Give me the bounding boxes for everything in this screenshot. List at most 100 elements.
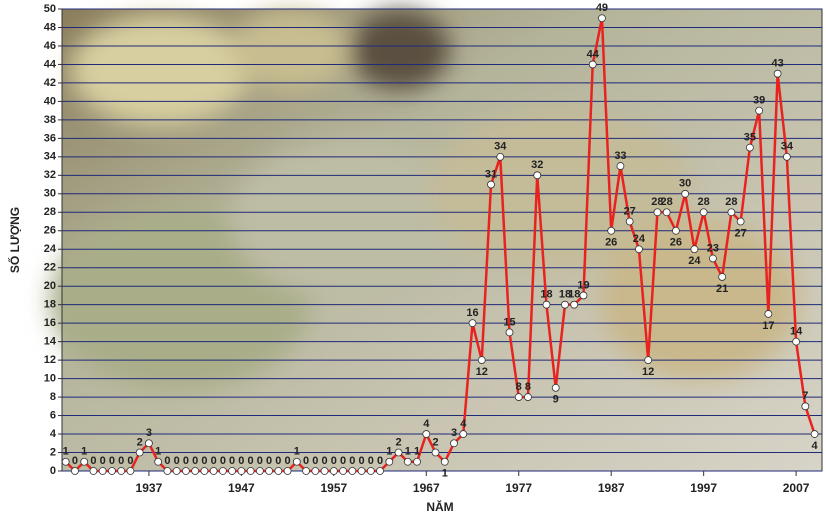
data-label: 33	[614, 150, 626, 162]
data-point	[543, 301, 550, 308]
data-label: 17	[762, 320, 774, 332]
y-tick-label: 28	[44, 206, 56, 218]
data-label: 3	[146, 427, 152, 439]
data-label: 39	[753, 95, 765, 107]
data-label: 16	[466, 307, 478, 319]
y-tick-label: 26	[44, 225, 56, 237]
y-tick-label: 40	[44, 95, 56, 107]
data-point	[645, 357, 652, 364]
data-point	[524, 394, 531, 401]
data-point	[635, 246, 642, 253]
data-label: 1	[386, 446, 392, 458]
x-tick-label: 1987	[598, 481, 625, 495]
data-label: 27	[624, 205, 636, 217]
data-label: 0	[358, 455, 364, 467]
data-label: 28	[661, 196, 673, 208]
data-point	[728, 209, 735, 216]
data-label: 4	[812, 440, 819, 452]
data-point	[515, 394, 522, 401]
data-point	[210, 468, 217, 475]
data-point	[488, 181, 495, 188]
data-point	[451, 440, 458, 447]
data-label: 4	[423, 418, 430, 430]
data-label: 0	[312, 455, 318, 467]
y-tick-label: 42	[44, 77, 56, 89]
data-point	[432, 449, 439, 456]
data-label: 49	[596, 2, 608, 14]
data-point	[534, 172, 541, 179]
data-label: 35	[744, 132, 756, 144]
data-label: 0	[340, 455, 346, 467]
data-point	[765, 310, 772, 317]
data-point	[155, 458, 162, 465]
data-point	[756, 107, 763, 114]
data-label: 0	[229, 455, 235, 467]
y-tick-label: 12	[44, 354, 56, 366]
data-label: 0	[368, 455, 374, 467]
data-point	[737, 218, 744, 225]
data-label: 0	[90, 455, 96, 467]
x-tick-label: 1937	[136, 481, 163, 495]
data-point	[108, 468, 115, 475]
data-point	[598, 15, 605, 22]
data-point	[118, 468, 125, 475]
data-point	[580, 292, 587, 299]
data-label: 21	[716, 283, 728, 295]
y-tick-label: 50	[44, 3, 56, 15]
y-tick-label: 38	[44, 114, 56, 126]
data-label: 2	[432, 436, 438, 448]
data-point	[293, 458, 300, 465]
y-tick-label: 0	[50, 465, 56, 477]
y-tick-label: 2	[50, 446, 56, 458]
chart: NĂM SỐ LƯỢNG 024681012141618202224262830…	[0, 0, 826, 519]
y-tick-label: 36	[44, 132, 56, 144]
data-point	[81, 458, 88, 465]
data-label: 1	[442, 468, 448, 480]
data-label: 0	[220, 455, 226, 467]
y-tick-label: 34	[44, 151, 57, 163]
y-tick-label: 18	[44, 299, 56, 311]
data-point	[238, 468, 245, 475]
data-point	[719, 273, 726, 280]
data-label: 30	[679, 178, 691, 190]
data-label: 28	[698, 196, 710, 208]
data-label: 0	[100, 455, 106, 467]
data-point	[173, 468, 180, 475]
data-label: 0	[183, 455, 189, 467]
data-point	[414, 458, 421, 465]
data-point	[682, 190, 689, 197]
data-point	[229, 468, 236, 475]
data-point	[367, 468, 374, 475]
data-point	[709, 255, 716, 262]
data-point	[589, 61, 596, 68]
data-point	[284, 468, 291, 475]
data-point	[312, 468, 319, 475]
data-label: 0	[109, 455, 115, 467]
y-tick-label: 4	[50, 428, 57, 440]
data-label: 1	[405, 446, 411, 458]
data-label: 0	[275, 455, 281, 467]
data-point	[330, 468, 337, 475]
data-point	[275, 468, 282, 475]
data-point	[700, 209, 707, 216]
data-label: 12	[476, 366, 488, 378]
data-label: 26	[670, 237, 682, 249]
data-label: 0	[285, 455, 291, 467]
x-axis-label: NĂM	[426, 499, 453, 514]
y-tick-label: 46	[44, 40, 56, 52]
data-label: 0	[266, 455, 272, 467]
data-point	[561, 301, 568, 308]
data-point	[783, 153, 790, 160]
data-label: 2	[395, 436, 401, 448]
data-label: 0	[72, 455, 78, 467]
data-point	[691, 246, 698, 253]
y-tick-label: 6	[50, 409, 56, 421]
data-point	[340, 468, 347, 475]
data-label: 1	[294, 446, 300, 458]
data-label: 44	[587, 48, 600, 60]
data-label: 0	[174, 455, 180, 467]
data-label: 27	[735, 227, 747, 239]
data-label: 0	[248, 455, 254, 467]
y-tick-label: 32	[44, 169, 56, 181]
data-label: 19	[577, 279, 589, 291]
